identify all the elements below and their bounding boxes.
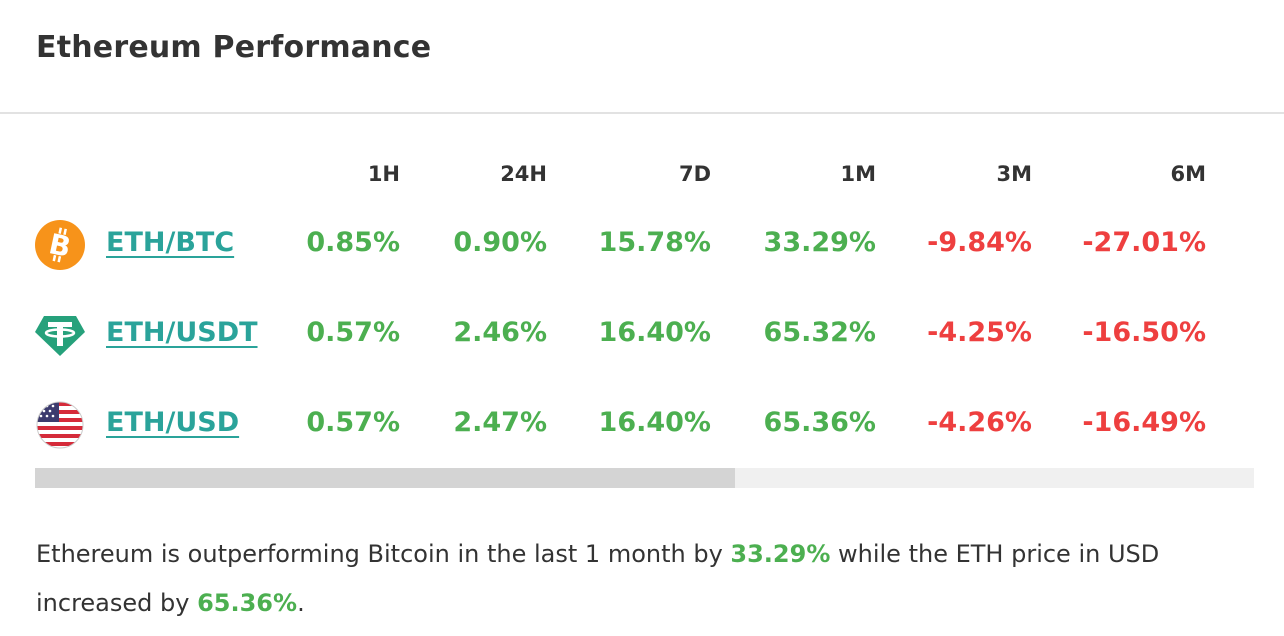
summary-usd-change: 65.36% [197, 589, 298, 617]
table-row: ETH/USD 0.57% 2.47% 16.40% 65.36% -4.26%… [0, 397, 1284, 453]
pair-link-eth-usd[interactable]: ETH/USD [106, 407, 240, 438]
table-row: ETH/USDT 0.57% 2.46% 16.40% 65.32% -4.25… [0, 307, 1284, 363]
change-7d: 16.40% [598, 407, 711, 438]
summary-text: Ethereum is outperforming Bitcoin in the… [36, 540, 731, 568]
pair-link-eth-btc[interactable]: ETH/BTC [106, 227, 235, 258]
change-7d: 15.78% [598, 227, 711, 258]
change-3m: -9.84% [927, 227, 1032, 258]
column-header-3m: 3M [996, 162, 1032, 186]
table-row: B ETH/BTC 0.85% 0.90% 15.78% 33.29% -9.8… [0, 217, 1284, 273]
performance-summary: Ethereum is outperforming Bitcoin in the… [36, 530, 1256, 628]
change-1m: 65.36% [763, 407, 876, 438]
change-1m: 65.32% [763, 317, 876, 348]
us-flag-icon [36, 401, 84, 449]
column-header-1m: 1M [840, 162, 876, 186]
change-7d: 16.40% [598, 317, 711, 348]
change-1m: 33.29% [763, 227, 876, 258]
change-6m: -16.49% [1082, 407, 1206, 438]
column-header-1h: 1H [367, 162, 400, 186]
change-6m: -16.50% [1082, 317, 1206, 348]
horizontal-scrollbar[interactable] [35, 468, 1254, 488]
page-title: Ethereum Performance [36, 30, 432, 65]
column-header-24h: 24H [500, 162, 547, 186]
change-24h: 2.47% [453, 407, 547, 438]
change-6m: -27.01% [1082, 227, 1206, 258]
change-3m: -4.26% [927, 407, 1032, 438]
scrollbar-thumb[interactable] [35, 468, 735, 488]
divider [0, 112, 1284, 114]
column-header-7d: 7D [678, 162, 711, 186]
change-1h: 0.57% [306, 407, 400, 438]
summary-text: . [297, 589, 305, 617]
column-header-6m: 6M [1170, 162, 1206, 186]
change-1h: 0.57% [306, 317, 400, 348]
change-24h: 0.90% [453, 227, 547, 258]
summary-text: while the ETH price in USD increased by [36, 540, 1160, 617]
change-24h: 2.46% [453, 317, 547, 348]
change-3m: -4.25% [927, 317, 1032, 348]
change-1h: 0.85% [306, 227, 400, 258]
summary-btc-change: 33.29% [730, 540, 831, 568]
tether-icon [35, 316, 85, 356]
pair-link-eth-usdt[interactable]: ETH/USDT [106, 317, 258, 348]
bitcoin-icon: B [35, 220, 85, 270]
